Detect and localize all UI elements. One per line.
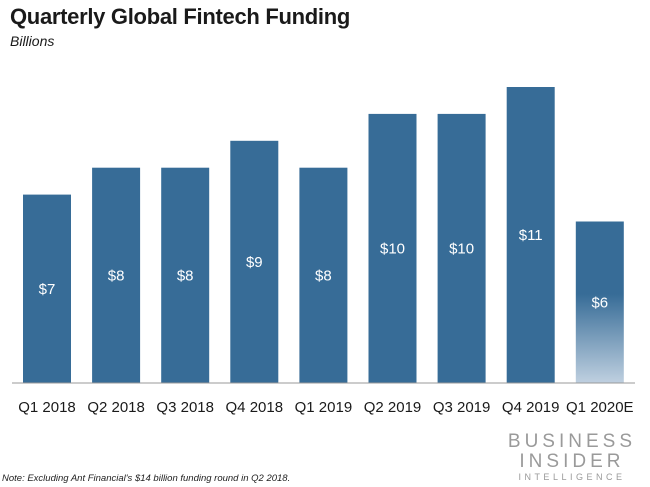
data-label: $8 (177, 267, 194, 284)
bar-q3-2018 (161, 167, 210, 383)
business-insider-intelligence-logo: BUSINESS INSIDER INTELLIGENCE (507, 431, 636, 483)
data-label: $8 (315, 267, 332, 284)
bar-q4-2018 (230, 140, 279, 383)
x-tick-label: Q1 2019 (295, 399, 353, 416)
bars-group: $7 $8 $8 $9 $8 $10 $10 $11 $6 (23, 87, 624, 384)
bar-q2-2019 (368, 113, 417, 384)
data-label: $10 (449, 241, 474, 258)
data-label: $8 (108, 267, 125, 284)
bar-q4-2019 (506, 87, 555, 383)
data-label: $6 (591, 294, 608, 311)
footnote: Note: Excluding Ant Financial's $14 bill… (2, 473, 291, 484)
bar-q1-2018 (23, 194, 71, 383)
x-tick-label: Q1 2020E (566, 399, 634, 416)
bar-q2-2018 (92, 167, 141, 383)
x-tick-label: Q1 2018 (18, 399, 76, 416)
x-ticks-group: Q1 2018 Q2 2018 Q3 2018 Q4 2018 Q1 2019 Q2 20… (18, 399, 633, 416)
brand-line-3: INTELLIGENCE (518, 472, 626, 482)
x-tick-label: Q2 2018 (87, 399, 145, 416)
bar-q1-2019 (299, 167, 348, 383)
x-tick-label: Q2 2019 (364, 399, 422, 416)
x-tick-label: Q4 2019 (502, 399, 560, 416)
data-label: $10 (380, 241, 405, 258)
x-tick-label: Q4 2018 (226, 399, 284, 416)
x-tick-label: Q3 2019 (433, 399, 491, 416)
chart-title: Quarterly Global Fintech Funding (10, 4, 350, 29)
brand-line-2: INSIDER (519, 451, 625, 472)
data-label: $11 (519, 227, 543, 244)
x-tick-label: Q3 2018 (156, 399, 214, 416)
chart-subtitle: Billions (10, 33, 55, 49)
bar-q1-2020e (575, 221, 624, 383)
brand-line-1: BUSINESS (507, 431, 636, 452)
bar-chart: $7 $8 $8 $9 $8 $10 $10 $11 $6 Q1 2018 Q2 2018 Q3 2… (12, 87, 635, 416)
data-label: $9 (246, 254, 263, 271)
data-label: $7 (39, 281, 56, 298)
bar-q3-2019 (437, 113, 486, 384)
